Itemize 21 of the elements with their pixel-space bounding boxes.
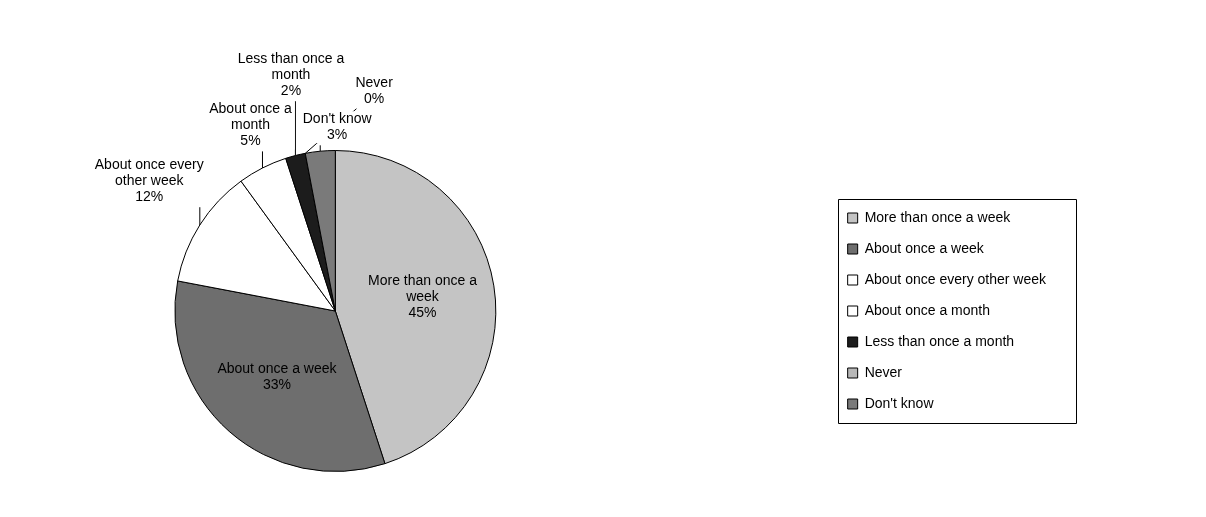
data-label: 2% bbox=[280, 82, 302, 99]
slice-label: More than once a week bbox=[368, 272, 478, 305]
text: 0% bbox=[364, 89, 385, 106]
slice-label: Don't know bbox=[302, 110, 373, 127]
data-label: 33% bbox=[262, 376, 291, 393]
legend-label: Don't know bbox=[864, 394, 935, 411]
legend-label: Less than once a month bbox=[864, 332, 1015, 349]
slice-label: About once a month bbox=[209, 100, 292, 133]
slice-label: About once every other week bbox=[94, 156, 204, 189]
data-label: 5% bbox=[240, 132, 261, 149]
slice-label: About once a week bbox=[217, 360, 338, 377]
slice-label: Less than once a month bbox=[237, 50, 345, 83]
legend-label: About once a week bbox=[864, 239, 985, 256]
legend-label: About once a month bbox=[864, 301, 990, 318]
category-label: Never bbox=[355, 73, 393, 90]
legend-label: More than once a week bbox=[864, 208, 1012, 225]
data-label: 12% bbox=[135, 188, 164, 205]
data-label: 3% bbox=[327, 126, 348, 143]
legend-label: Never bbox=[864, 363, 903, 380]
legend-label: About once every other week bbox=[864, 270, 1047, 287]
data-label: 45% bbox=[408, 304, 437, 321]
